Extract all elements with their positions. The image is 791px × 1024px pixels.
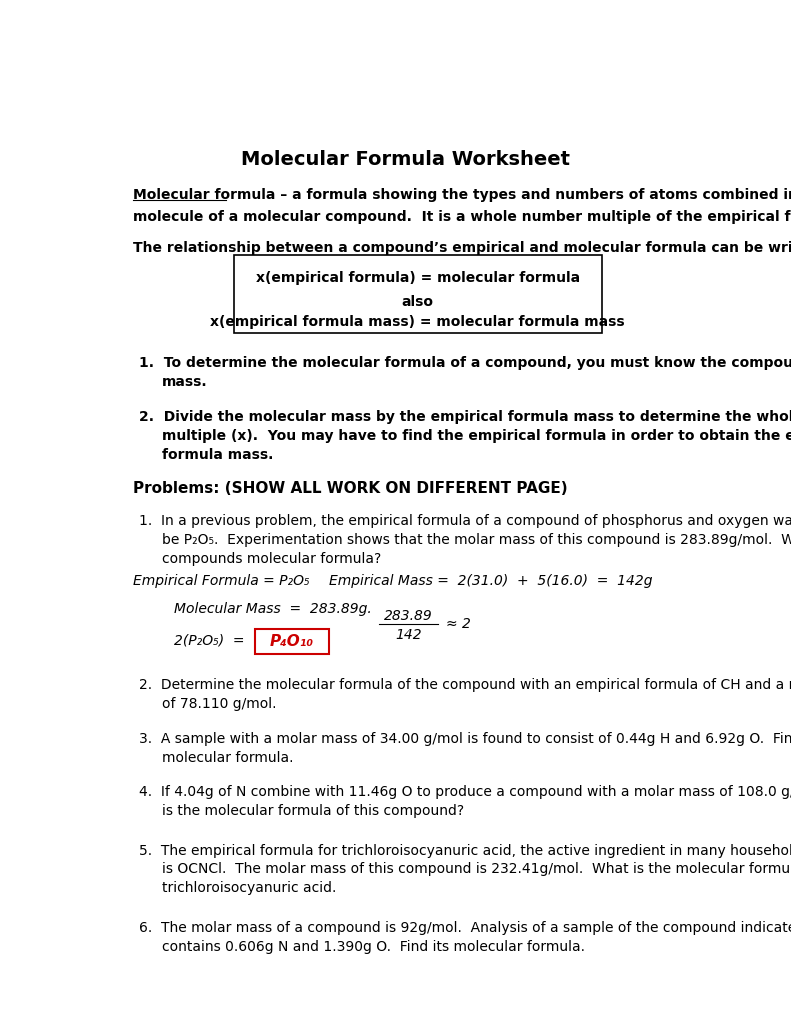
Text: The relationship between a compound’s empirical and molecular formula can be wri: The relationship between a compound’s em… (133, 242, 791, 255)
Text: Empirical Mass =  2(31.0)  +  5(16.0)  =  142g: Empirical Mass = 2(31.0) + 5(16.0) = 142… (329, 573, 653, 588)
Text: 5.  The empirical formula for trichloroisocyanuric acid, the active ingredient i: 5. The empirical formula for trichlorois… (138, 844, 791, 857)
Text: 6.  The molar mass of a compound is 92g/mol.  Analysis of a sample of the compou: 6. The molar mass of a compound is 92g/m… (138, 921, 791, 935)
Text: multiple (x).  You may have to find the empirical formula in order to obtain the: multiple (x). You may have to find the e… (162, 429, 791, 442)
Text: trichloroisocyanuric acid.: trichloroisocyanuric acid. (162, 882, 336, 895)
Text: 1.  In a previous problem, the empirical formula of a compound of phosphorus and: 1. In a previous problem, the empirical … (138, 514, 791, 528)
Text: Molecular formula – a formula showing the types and numbers of atoms combined in: Molecular formula – a formula showing th… (133, 187, 791, 202)
FancyBboxPatch shape (255, 629, 329, 654)
Text: P₄O₁₀: P₄O₁₀ (270, 634, 314, 649)
Text: 1.  To determine the molecular formula of a compound, you must know the compound: 1. To determine the molecular formula of… (138, 356, 791, 371)
Text: x(empirical formula) = molecular formula: x(empirical formula) = molecular formula (255, 271, 580, 285)
Text: ≈ 2: ≈ 2 (446, 617, 471, 632)
Text: mass.: mass. (162, 375, 208, 389)
Text: Molecular Mass  =  283.89g.: Molecular Mass = 283.89g. (174, 602, 372, 616)
Text: contains 0.606g N and 1.390g O.  Find its molecular formula.: contains 0.606g N and 1.390g O. Find its… (162, 940, 585, 953)
Text: is the molecular formula of this compound?: is the molecular formula of this compoun… (162, 804, 464, 818)
Text: is OCNCl.  The molar mass of this compound is 232.41g/mol.  What is the molecula: is OCNCl. The molar mass of this compoun… (162, 862, 791, 877)
Text: Problems: (SHOW ALL WORK ON DIFFERENT PAGE): Problems: (SHOW ALL WORK ON DIFFERENT PA… (133, 481, 567, 496)
Text: of 78.110 g/mol.: of 78.110 g/mol. (162, 697, 277, 711)
Text: also: also (402, 295, 433, 309)
Text: Empirical Formula = P₂O₅: Empirical Formula = P₂O₅ (133, 573, 309, 588)
Text: formula mass.: formula mass. (162, 447, 274, 462)
Text: 3.  A sample with a molar mass of 34.00 g/mol is found to consist of 0.44g H and: 3. A sample with a molar mass of 34.00 g… (138, 731, 791, 745)
Text: 2.  Determine the molecular formula of the compound with an empirical formula of: 2. Determine the molecular formula of th… (138, 678, 791, 692)
Text: Molecular Formula Worksheet: Molecular Formula Worksheet (241, 151, 570, 170)
Text: 283.89: 283.89 (384, 608, 433, 623)
Text: 4.  If 4.04g of N combine with 11.46g O to produce a compound with a molar mass : 4. If 4.04g of N combine with 11.46g O t… (138, 785, 791, 799)
Text: be P₂O₅.  Experimentation shows that the molar mass of this compound is 283.89g/: be P₂O₅. Experimentation shows that the … (162, 532, 791, 547)
FancyBboxPatch shape (234, 255, 601, 333)
Text: 2(P₂O₅)  =: 2(P₂O₅) = (174, 634, 244, 648)
Text: molecular formula.: molecular formula. (162, 751, 293, 765)
Text: 142: 142 (396, 628, 422, 641)
Text: 2.  Divide the molecular mass by the empirical formula mass to determine the who: 2. Divide the molecular mass by the empi… (138, 410, 791, 424)
Text: molecule of a molecular compound.  It is a whole number multiple of the empirica: molecule of a molecular compound. It is … (133, 210, 791, 223)
Text: x(empirical formula mass) = molecular formula mass: x(empirical formula mass) = molecular fo… (210, 315, 625, 330)
Text: compounds molecular formula?: compounds molecular formula? (162, 552, 381, 566)
